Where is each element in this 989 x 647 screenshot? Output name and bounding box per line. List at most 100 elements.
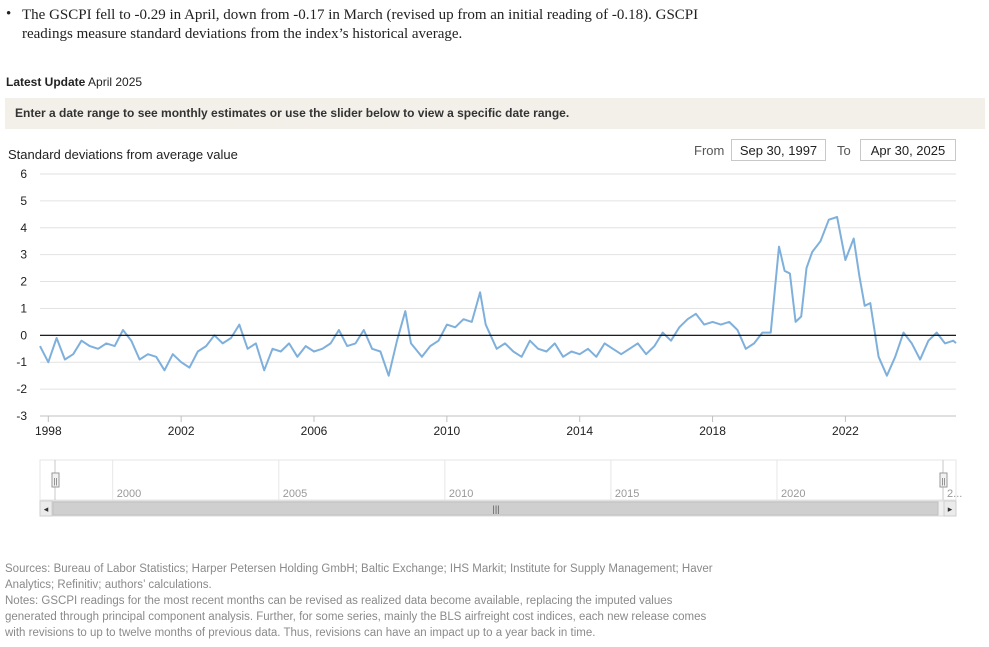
data-point xyxy=(221,342,223,344)
data-point xyxy=(952,340,954,342)
scroll-left-button[interactable] xyxy=(39,500,53,517)
x-tick-label: 2018 xyxy=(699,424,726,438)
data-point xyxy=(363,329,365,331)
data-point xyxy=(745,348,747,350)
x-tick-label: 2002 xyxy=(168,424,195,438)
data-point xyxy=(927,340,929,342)
data-point xyxy=(819,240,821,242)
data-point xyxy=(72,353,74,355)
data-point xyxy=(537,348,539,350)
to-date-input[interactable]: Apr 30, 2025 xyxy=(860,139,956,161)
data-point xyxy=(371,348,373,350)
data-point xyxy=(778,245,780,247)
y-tick-label: 4 xyxy=(20,221,27,235)
from-label: From xyxy=(694,143,725,158)
data-point xyxy=(138,358,140,360)
data-point xyxy=(230,337,232,339)
data-point xyxy=(429,345,431,347)
instruction-banner: Enter a date range to see monthly estima… xyxy=(5,98,985,129)
data-point xyxy=(811,251,813,253)
scroll-right-icon: ▸ xyxy=(948,505,953,515)
y-tick-label: 1 xyxy=(20,301,27,315)
data-point xyxy=(944,342,946,344)
data-point xyxy=(296,356,298,358)
data-point xyxy=(246,348,248,350)
latest-update-label: Latest Update xyxy=(6,75,86,89)
data-point xyxy=(479,291,481,293)
intro-text: The GSCPI fell to -0.29 in April, down f… xyxy=(22,7,699,42)
data-point xyxy=(695,313,697,315)
data-point xyxy=(55,337,57,339)
data-point xyxy=(628,348,630,350)
data-point xyxy=(955,342,957,344)
data-point xyxy=(105,342,107,344)
navigator-left-handle[interactable]: || xyxy=(51,460,60,500)
bullet-marker: • xyxy=(6,6,12,22)
data-point xyxy=(800,315,802,317)
navigator-year-label: 2020 xyxy=(781,488,805,500)
data-point xyxy=(495,348,497,350)
data-point xyxy=(329,342,331,344)
gscpi-line-chart: -3 -2 -1 0 1 2 3 4 5 6 1998 2002 2006 2010 2014 2018 202… xyxy=(16,167,957,438)
data-point xyxy=(869,302,871,304)
data-point xyxy=(80,340,82,342)
from-date-input[interactable]: Sep 30, 1997 xyxy=(731,139,826,161)
data-point xyxy=(653,345,655,347)
navigator-year-label: 2... xyxy=(947,488,962,500)
y-axis-title: Standard deviations from average value xyxy=(8,147,238,162)
data-point xyxy=(936,331,938,333)
latest-update-value: April 2025 xyxy=(88,75,143,89)
data-point xyxy=(728,321,730,323)
y-tick-label: 2 xyxy=(20,275,27,289)
methodology-note: Notes: GSCPI readings for the most recen… xyxy=(5,595,707,639)
data-point xyxy=(155,356,157,358)
navigator-right-handle[interactable]: || xyxy=(939,460,948,500)
x-tick-label: 1998 xyxy=(35,424,62,438)
y-tick-label: -3 xyxy=(16,409,27,423)
data-point xyxy=(620,353,622,355)
data-point xyxy=(288,342,290,344)
y-tick-label: 0 xyxy=(20,328,27,342)
data-point xyxy=(271,348,273,350)
x-tick-label: 2006 xyxy=(301,424,328,438)
data-point xyxy=(645,353,647,355)
navigator-track xyxy=(39,459,957,501)
data-point xyxy=(197,350,199,352)
data-point xyxy=(877,356,879,358)
data-point xyxy=(911,342,913,344)
data-point xyxy=(89,345,91,347)
data-point xyxy=(612,348,614,350)
data-point xyxy=(603,342,605,344)
y-tick-label: 5 xyxy=(20,194,27,208)
data-point xyxy=(753,342,755,344)
data-point xyxy=(396,340,398,342)
data-point xyxy=(529,340,531,342)
data-point xyxy=(789,272,791,274)
scroll-right-button[interactable] xyxy=(943,500,957,517)
y-tick-label: 6 xyxy=(20,167,27,181)
handle-grip: || xyxy=(941,477,945,486)
navigator-year-label: 2015 xyxy=(615,488,639,500)
data-point xyxy=(595,356,597,358)
data-point xyxy=(122,329,124,331)
data-point xyxy=(587,348,589,350)
data-point xyxy=(379,350,381,352)
footnotes: Sources: Bureau of Labor Statistics; Har… xyxy=(5,561,725,641)
data-point xyxy=(163,369,165,371)
navigator-year-label: 2010 xyxy=(449,488,473,500)
data-point xyxy=(446,323,448,325)
data-point xyxy=(562,356,564,358)
data-point xyxy=(97,348,99,350)
data-point xyxy=(637,342,639,344)
data-point xyxy=(736,329,738,331)
range-navigator[interactable]: 2000 2005 2010 2015 2020 2...|| |||||◂ ▸ xyxy=(0,455,989,520)
y-tick-label: 3 xyxy=(20,248,27,262)
data-point xyxy=(437,340,439,342)
data-point xyxy=(670,340,672,342)
data-point xyxy=(471,321,473,323)
data-point xyxy=(114,345,116,347)
scrollbar-thumb[interactable] xyxy=(52,501,939,516)
data-point xyxy=(321,348,323,350)
data-point xyxy=(761,331,763,333)
data-point xyxy=(338,329,340,331)
